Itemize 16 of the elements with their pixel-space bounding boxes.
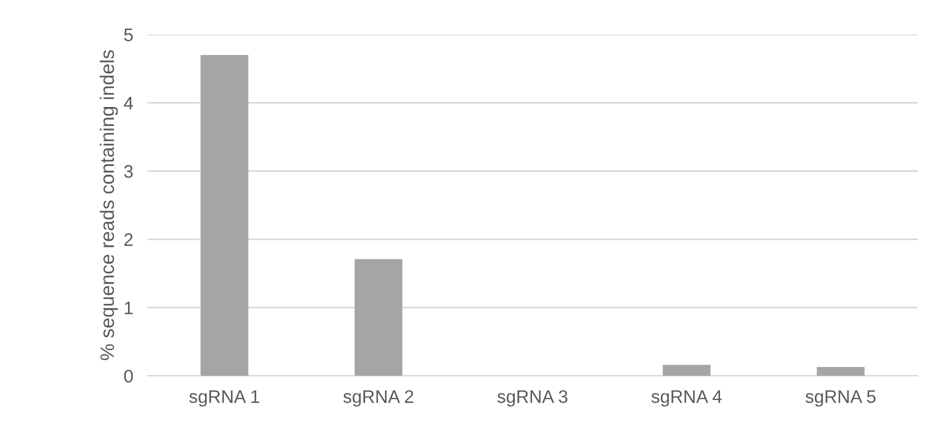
- y-axis-title: % sequence reads containing indels: [100, 50, 118, 360]
- x-tick-label: sgRNA 2: [343, 390, 414, 407]
- y-tick-label: 2: [124, 233, 133, 246]
- x-tick-label: sgRNA 4: [651, 390, 722, 407]
- y-tick-label: 0: [124, 370, 133, 383]
- x-tick-label: sgRNA 1: [189, 390, 260, 407]
- bar: [354, 259, 402, 376]
- bar: [662, 364, 710, 376]
- y-tick-label: 4: [124, 96, 133, 110]
- x-tick-label: sgRNA 3: [497, 390, 568, 407]
- bar: [816, 366, 865, 376]
- x-tick-label: sgRNA 5: [806, 390, 876, 407]
- y-tick-label: 5: [124, 28, 133, 42]
- y-tick-label: 1: [124, 302, 133, 314]
- y-tick-label: 3: [124, 165, 133, 178]
- bar: [200, 55, 248, 376]
